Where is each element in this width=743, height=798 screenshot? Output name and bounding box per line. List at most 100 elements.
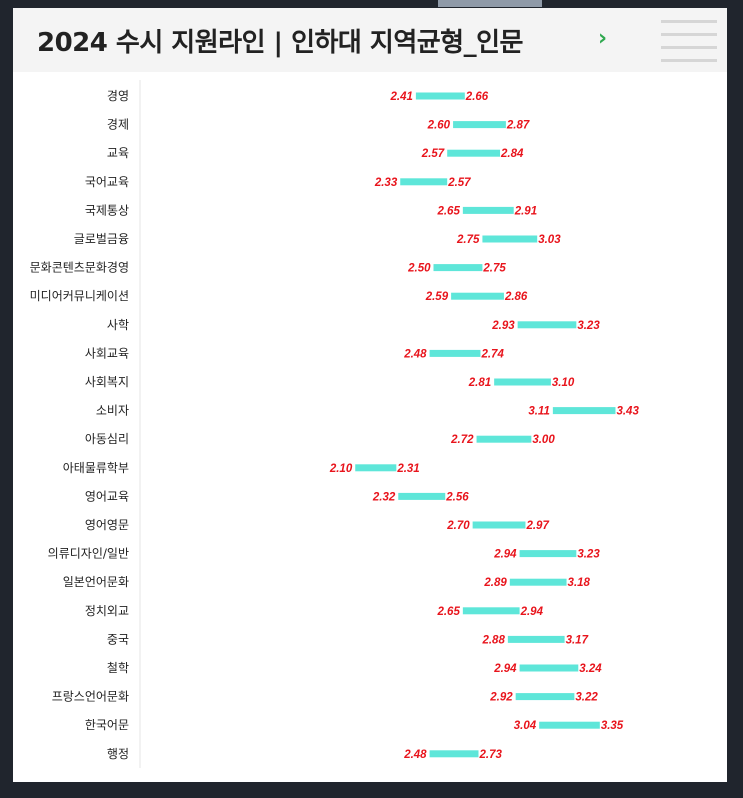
range-bar xyxy=(355,464,397,472)
category-label: 글로벌금융 xyxy=(74,232,129,246)
range-bar xyxy=(515,693,575,701)
min-value-label: 2.32 xyxy=(372,491,396,503)
chart-card: 2024 수시 지원라인 | 인하대 지역균형_인문 › 경영 2.41 2.66 경… xyxy=(13,8,727,782)
category-label: 국어교육 xyxy=(85,175,129,189)
category-label: 중국 xyxy=(107,632,129,646)
min-value-label: 2.60 xyxy=(427,120,451,132)
range-bar xyxy=(476,435,532,443)
range-bar xyxy=(552,407,616,415)
min-value-label: 2.92 xyxy=(489,692,513,704)
category-label: 프랑스언어문화 xyxy=(52,690,129,704)
range-bar xyxy=(472,521,526,529)
min-value-label: 2.93 xyxy=(491,320,515,332)
max-value-label: 2.87 xyxy=(506,120,530,132)
min-value-label: 2.75 xyxy=(456,234,480,246)
range-bar xyxy=(453,121,506,129)
category-label: 의류디자인/일반 xyxy=(48,547,129,561)
range-bar xyxy=(482,235,538,243)
max-value-label: 2.91 xyxy=(514,205,537,217)
max-value-label: 3.43 xyxy=(616,406,639,418)
max-value-label: 3.23 xyxy=(577,549,600,561)
category-label: 사회복지 xyxy=(85,375,129,389)
max-value-label: 2.86 xyxy=(504,291,528,303)
min-value-label: 2.65 xyxy=(436,606,460,618)
range-bar xyxy=(519,550,577,558)
range-bar xyxy=(509,578,567,586)
range-bar xyxy=(429,750,479,758)
range-bar xyxy=(433,264,483,272)
range-bar xyxy=(398,492,446,500)
category-label: 소비자 xyxy=(96,404,129,418)
max-value-label: 3.00 xyxy=(532,434,555,446)
max-value-label: 3.35 xyxy=(601,720,624,732)
max-value-label: 3.03 xyxy=(538,234,561,246)
range-bar xyxy=(507,635,565,643)
max-value-label: 2.31 xyxy=(396,463,419,475)
range-bar xyxy=(462,206,514,214)
min-value-label: 2.33 xyxy=(374,177,398,189)
category-label: 사회교육 xyxy=(85,346,129,360)
max-value-label: 3.22 xyxy=(575,692,598,704)
min-value-label: 2.94 xyxy=(493,549,517,561)
min-value-label: 2.41 xyxy=(389,91,412,103)
chevron-right-icon[interactable]: › xyxy=(598,26,608,51)
range-bar xyxy=(539,721,600,729)
category-label: 경제 xyxy=(107,118,129,132)
category-label: 영어교육 xyxy=(85,489,129,503)
min-value-label: 3.11 xyxy=(528,406,550,418)
header-bar: 2024 수시 지원라인 | 인하대 지역균형_인문 › xyxy=(13,8,727,72)
max-value-label: 3.17 xyxy=(566,634,589,646)
min-value-label: 2.57 xyxy=(421,148,445,160)
category-label: 국제통상 xyxy=(85,203,129,217)
min-value-label: 2.48 xyxy=(403,749,427,761)
range-bar xyxy=(400,178,448,186)
max-value-label: 2.73 xyxy=(479,749,503,761)
category-label: 미디어커뮤니케이션 xyxy=(30,289,129,303)
range-bar xyxy=(517,321,577,329)
min-value-label: 2.89 xyxy=(483,577,507,589)
category-label: 문화콘텐츠문화경영 xyxy=(30,261,129,275)
min-value-label: 2.88 xyxy=(481,634,505,646)
category-label: 정치외교 xyxy=(85,604,129,618)
category-label: 아동심리 xyxy=(85,432,129,446)
min-value-label: 3.04 xyxy=(514,720,537,732)
min-value-label: 2.94 xyxy=(493,663,517,675)
category-label: 사학 xyxy=(107,318,129,332)
hamburger-menu-icon[interactable] xyxy=(661,20,717,62)
range-bar-chart: 경영 2.41 2.66 경제 2.60 2.87 교육 2.57 2.84 국어교육 2.33 2.… xyxy=(30,80,639,768)
category-label: 교육 xyxy=(107,146,129,160)
range-bar xyxy=(415,92,465,100)
category-label: 일본언어문화 xyxy=(63,575,129,589)
page-title: 2024 수시 지원라인 | 인하대 지역균형_인문 xyxy=(37,28,523,58)
max-value-label: 2.84 xyxy=(500,148,524,160)
min-value-label: 2.70 xyxy=(446,520,470,532)
max-value-label: 2.74 xyxy=(480,348,504,360)
max-value-label: 2.75 xyxy=(482,263,506,275)
max-value-label: 2.97 xyxy=(525,520,549,532)
max-value-label: 2.57 xyxy=(447,177,471,189)
range-bar xyxy=(519,664,579,672)
category-label: 경영 xyxy=(107,89,129,103)
max-value-label: 2.56 xyxy=(445,491,469,503)
min-value-label: 2.72 xyxy=(450,434,474,446)
range-bar xyxy=(429,349,481,357)
range-bar xyxy=(447,149,501,157)
category-label: 영어영문 xyxy=(85,518,129,532)
category-label: 한국어문 xyxy=(85,718,129,732)
range-bar xyxy=(494,378,551,386)
min-value-label: 2.81 xyxy=(468,377,491,389)
range-bar xyxy=(451,292,504,300)
top-tab-indicator xyxy=(438,0,542,7)
category-label: 아태물류학부 xyxy=(63,461,129,475)
max-value-label: 3.23 xyxy=(577,320,600,332)
min-value-label: 2.48 xyxy=(403,348,427,360)
min-value-label: 2.59 xyxy=(425,291,449,303)
category-label: 철학 xyxy=(107,661,129,675)
max-value-label: 3.18 xyxy=(568,577,591,589)
min-value-label: 2.50 xyxy=(407,263,431,275)
max-value-label: 2.66 xyxy=(465,91,489,103)
max-value-label: 3.24 xyxy=(579,663,602,675)
category-label: 행정 xyxy=(107,746,129,761)
min-value-label: 2.10 xyxy=(329,463,353,475)
min-value-label: 2.65 xyxy=(436,205,460,217)
